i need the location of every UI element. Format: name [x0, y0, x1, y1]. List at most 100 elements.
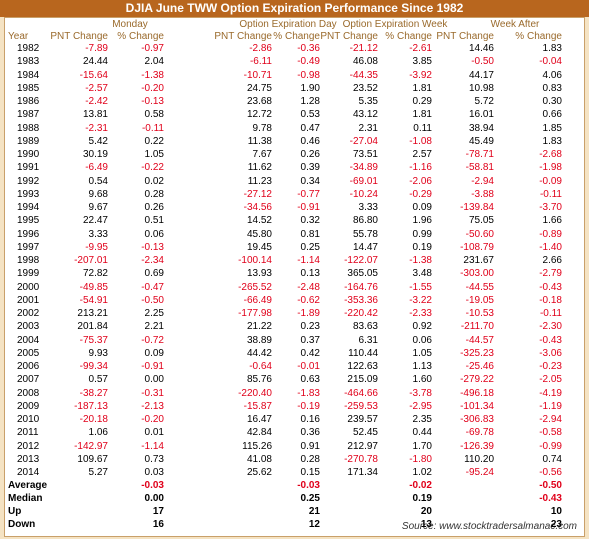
year: 2013: [17, 453, 40, 465]
value-cell: 0.34: [300, 175, 320, 187]
value-cell: 9.67: [88, 202, 108, 213]
value-cell: -0.91: [141, 361, 164, 372]
value-cell: -353.36: [344, 294, 378, 306]
value-cell: -0.11: [539, 308, 562, 319]
value-cell: 30.19: [82, 149, 108, 160]
value-cell: -25.46: [465, 361, 494, 372]
summary-value: 23: [550, 518, 562, 530]
value-cell: 365.05: [347, 268, 378, 280]
value-cell: -0.43: [539, 281, 562, 293]
value-cell: -44.35: [349, 69, 378, 81]
value-cell: 13.93: [246, 268, 272, 280]
value-cell: 0.39: [300, 162, 320, 174]
value-cell: -2.33: [409, 308, 432, 319]
value-cell: -207.01: [74, 255, 108, 266]
summary-value: -0.43: [539, 493, 562, 505]
year: 2005: [17, 347, 40, 359]
value-cell: 0.16: [300, 414, 320, 425]
value-cell: 22.47: [82, 215, 108, 227]
year: 2009: [17, 400, 40, 412]
value-cell: -2.30: [539, 321, 562, 333]
year: 2001: [17, 294, 40, 306]
year: 2011: [17, 427, 39, 439]
value-cell: -0.18: [539, 294, 562, 306]
value-cell: 46.08: [352, 56, 378, 68]
value-cell: 45.49: [468, 135, 494, 147]
group-header: Monday: [112, 19, 148, 30]
year: 1996: [17, 228, 40, 240]
value-cell: 1.83: [542, 135, 562, 147]
value-cell: 239.57: [347, 414, 378, 425]
year: 1986: [17, 96, 40, 107]
value-cell: -66.49: [243, 294, 272, 306]
value-cell: 5.35: [358, 96, 378, 107]
value-cell: -44.55: [465, 281, 494, 293]
value-cell: 0.32: [300, 215, 320, 227]
value-cell: 13.81: [82, 109, 108, 121]
value-cell: -0.98: [297, 69, 320, 81]
value-cell: -1.16: [409, 162, 432, 174]
value-cell: -101.34: [460, 400, 494, 412]
value-cell: -0.89: [539, 228, 562, 240]
year: 1983: [17, 56, 40, 68]
value-cell: 0.92: [412, 321, 432, 333]
value-cell: 75.05: [468, 215, 494, 227]
year: 2014: [17, 467, 40, 478]
value-cell: 0.19: [412, 241, 432, 253]
value-cell: 44.42: [246, 347, 272, 359]
column-header: PNT Change: [214, 31, 272, 42]
year: 1991: [17, 162, 40, 174]
source: Source: www.stocktradersalmanac.com: [401, 521, 577, 532]
value-cell: -3.06: [539, 347, 562, 359]
value-cell: -0.99: [539, 440, 562, 452]
value-cell: -0.09: [539, 175, 562, 187]
group-header: Week After: [490, 19, 540, 30]
value-cell: 85.76: [246, 374, 272, 386]
value-cell: -0.23: [539, 361, 562, 372]
value-cell: -0.56: [539, 467, 562, 478]
value-cell: 14.47: [352, 241, 378, 253]
value-cell: 2.57: [412, 149, 432, 160]
value-cell: 0.69: [144, 268, 164, 280]
value-cell: 115.26: [242, 440, 272, 452]
group-header: Option Expiration Week: [342, 19, 448, 30]
value-cell: -0.36: [297, 43, 320, 54]
value-cell: 122.63: [347, 361, 378, 372]
value-cell: -34.89: [349, 162, 378, 174]
value-cell: 9.78: [252, 122, 272, 134]
summary-label: Average: [8, 480, 48, 492]
summary-label: Up: [8, 505, 22, 517]
value-cell: -3.88: [471, 188, 494, 200]
year: 1984: [17, 69, 40, 81]
value-cell: -0.13: [141, 241, 164, 253]
value-cell: -0.43: [539, 334, 562, 346]
year: 2008: [17, 387, 40, 399]
value-cell: 0.57: [88, 374, 108, 386]
value-cell: -2.68: [539, 149, 562, 160]
year: 2006: [17, 361, 40, 372]
value-cell: 171.34: [347, 467, 378, 478]
value-cell: 0.91: [300, 440, 320, 452]
year: 1982: [17, 43, 40, 54]
value-cell: -279.22: [460, 374, 494, 386]
value-cell: 11.38: [247, 135, 272, 147]
value-cell: 41.08: [246, 453, 272, 465]
value-cell: -95.24: [465, 467, 494, 478]
value-cell: 0.25: [300, 241, 320, 253]
value-cell: -3.70: [539, 202, 562, 213]
value-cell: -10.53: [465, 308, 494, 319]
year: 2000: [17, 281, 40, 293]
value-cell: 212.97: [347, 440, 378, 452]
value-cell: 11.23: [247, 175, 272, 187]
value-cell: 0.26: [300, 149, 320, 160]
value-cell: -108.79: [460, 241, 494, 253]
value-cell: 1.06: [88, 427, 108, 439]
value-cell: 0.63: [300, 374, 320, 386]
value-cell: 55.78: [352, 228, 378, 240]
value-cell: 0.37: [300, 334, 320, 346]
value-cell: 43.12: [352, 109, 378, 121]
value-cell: 110.44: [348, 347, 378, 359]
value-cell: -100.14: [238, 255, 272, 266]
value-cell: -0.97: [141, 43, 164, 54]
value-cell: -177.98: [238, 308, 272, 319]
